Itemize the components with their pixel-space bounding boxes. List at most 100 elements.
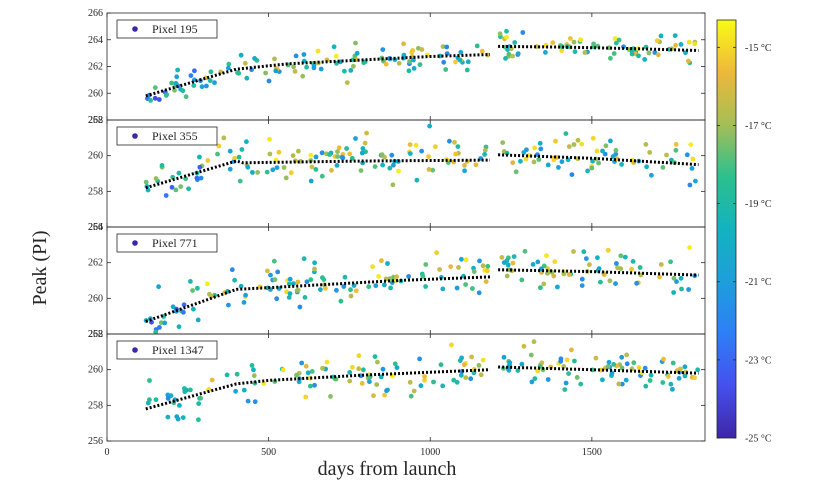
data-point xyxy=(353,136,358,141)
data-point xyxy=(348,68,354,73)
data-point xyxy=(522,248,528,254)
data-point xyxy=(449,342,454,348)
data-point xyxy=(463,257,469,263)
data-point xyxy=(657,274,662,280)
data-point xyxy=(347,370,353,375)
data-point xyxy=(152,85,158,90)
data-point xyxy=(226,302,231,308)
y-tick-label: 260 xyxy=(88,365,103,376)
data-point xyxy=(623,377,629,383)
data-point xyxy=(342,274,348,280)
data-point xyxy=(609,370,615,376)
data-point xyxy=(603,143,609,149)
data-point xyxy=(631,360,637,366)
data-point xyxy=(411,57,416,63)
data-point xyxy=(473,162,479,168)
data-point xyxy=(176,324,182,330)
data-point xyxy=(243,292,249,298)
colorbar: -15 °C -17 °C -19 °C -21 °C -23 °C -25 °C xyxy=(716,19,772,445)
legend-marker xyxy=(132,133,138,139)
legend-label: Pixel 771 xyxy=(152,236,198,250)
data-point xyxy=(353,40,358,46)
data-point xyxy=(690,156,696,162)
panel-1: 258 260 262 264 266 Pixel 195 xyxy=(88,8,706,126)
scatter-points xyxy=(145,28,698,103)
data-point xyxy=(205,281,210,287)
data-point xyxy=(411,66,417,71)
data-point xyxy=(396,168,401,174)
data-point xyxy=(272,56,277,62)
data-point xyxy=(313,167,319,172)
trend-line-2 xyxy=(498,365,699,375)
data-point xyxy=(181,302,187,308)
data-point xyxy=(453,151,458,157)
data-point xyxy=(391,162,396,168)
data-point xyxy=(255,170,260,175)
data-point xyxy=(608,138,613,144)
data-point xyxy=(463,282,468,287)
y-tick-label: 256 xyxy=(88,222,103,233)
data-point xyxy=(551,157,557,163)
data-point xyxy=(267,136,272,142)
data-point xyxy=(340,155,346,161)
x-tick-label: 500 xyxy=(261,447,276,458)
data-point xyxy=(394,274,399,280)
data-point xyxy=(366,284,372,290)
data-point xyxy=(281,165,287,170)
data-point xyxy=(197,154,202,160)
data-point xyxy=(169,184,175,190)
data-point xyxy=(272,277,278,283)
data-point xyxy=(480,357,486,363)
data-point xyxy=(454,379,460,385)
data-point xyxy=(169,80,175,86)
data-point xyxy=(192,68,197,74)
data-point xyxy=(590,135,596,141)
y-tick-label: 260 xyxy=(88,151,103,162)
data-point xyxy=(521,343,527,349)
data-point xyxy=(658,33,664,39)
data-point xyxy=(629,51,635,57)
data-point xyxy=(619,381,625,387)
data-point xyxy=(550,40,556,46)
data-point xyxy=(594,148,600,154)
data-point xyxy=(499,255,505,260)
data-point xyxy=(299,360,305,366)
data-point xyxy=(195,285,200,291)
data-point xyxy=(244,75,250,81)
trend-line-1 xyxy=(145,368,491,411)
y-tick-label: 262 xyxy=(88,62,103,73)
data-point xyxy=(308,178,314,184)
data-point xyxy=(198,395,204,401)
data-point xyxy=(380,47,386,52)
data-point xyxy=(227,166,233,172)
data-point xyxy=(196,417,201,423)
data-point xyxy=(587,262,592,268)
data-point xyxy=(331,44,337,50)
data-point xyxy=(215,151,220,157)
colorbar-tick-label: -17 °C xyxy=(745,121,772,132)
data-point xyxy=(678,275,684,281)
data-point xyxy=(163,93,169,98)
data-point xyxy=(510,160,516,166)
data-point xyxy=(417,62,423,67)
data-point xyxy=(350,364,355,370)
data-point xyxy=(500,140,506,146)
data-point xyxy=(693,178,698,184)
data-point xyxy=(263,70,268,76)
data-point xyxy=(241,300,247,305)
data-point xyxy=(341,284,347,289)
data-point xyxy=(575,137,581,143)
data-point xyxy=(660,165,666,170)
data-point xyxy=(372,354,378,359)
data-point xyxy=(367,379,372,385)
data-point xyxy=(622,254,628,260)
data-point xyxy=(232,277,238,283)
data-point xyxy=(427,123,432,129)
y-tick-label: 258 xyxy=(88,329,103,340)
data-point xyxy=(371,393,376,399)
data-point xyxy=(457,358,463,363)
data-point xyxy=(384,388,389,394)
data-point xyxy=(607,278,613,284)
data-point xyxy=(295,279,301,285)
data-point xyxy=(379,152,385,158)
